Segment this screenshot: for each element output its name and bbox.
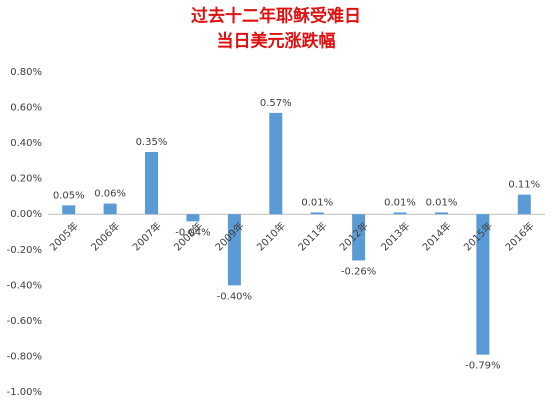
bar (517, 194, 531, 215)
bar (186, 214, 200, 222)
y-tick-label: -1.00% (7, 387, 42, 398)
value-label: -0.26% (341, 266, 376, 277)
y-tick-label: -0.20% (7, 245, 42, 256)
value-label: 0.01% (384, 197, 416, 208)
value-label: 0.01% (426, 197, 458, 208)
x-tick-label: 2014年 (419, 219, 453, 253)
bar (310, 212, 324, 215)
bar (476, 214, 490, 355)
x-tick-label: 2005年 (47, 219, 81, 253)
bar (103, 203, 117, 215)
chart-title: 过去十二年耶稣受难日 (191, 6, 361, 27)
value-label: 0.11% (508, 180, 540, 191)
value-label: 0.35% (136, 137, 168, 148)
value-label: 0.01% (301, 197, 333, 208)
y-tick-label: 0.60% (10, 103, 42, 114)
bar (145, 152, 159, 215)
value-label: 0.06% (94, 189, 126, 200)
value-label: -0.04% (175, 227, 210, 238)
y-tick-label: -0.80% (7, 351, 42, 362)
y-tick-label: 0.40% (10, 138, 42, 149)
bar (227, 214, 241, 286)
value-label: -0.40% (217, 291, 252, 302)
x-tick-label: 2013年 (378, 219, 412, 253)
bar (393, 212, 407, 215)
x-tick-label: 2007年 (130, 219, 164, 253)
x-tick-label: 2006年 (88, 219, 122, 253)
y-tick-label: 0.20% (10, 174, 42, 185)
y-tick-label: -0.40% (7, 280, 42, 291)
bar (434, 212, 448, 215)
chart-subtitle: 当日美元涨跌幅 (217, 31, 336, 52)
bar (269, 112, 283, 215)
y-tick-label: 0.00% (10, 209, 42, 220)
bar (352, 214, 366, 261)
x-tick-label: 2010年 (254, 219, 288, 253)
x-tick-label: 2011年 (295, 219, 329, 253)
bar (62, 205, 76, 215)
y-tick-label: -0.60% (7, 316, 42, 327)
value-label: -0.79% (465, 361, 500, 372)
y-tick-label: 0.80% (10, 67, 42, 78)
value-label: 0.05% (53, 190, 85, 201)
value-label: 0.57% (260, 98, 292, 109)
x-tick-label: 2016年 (502, 219, 536, 253)
